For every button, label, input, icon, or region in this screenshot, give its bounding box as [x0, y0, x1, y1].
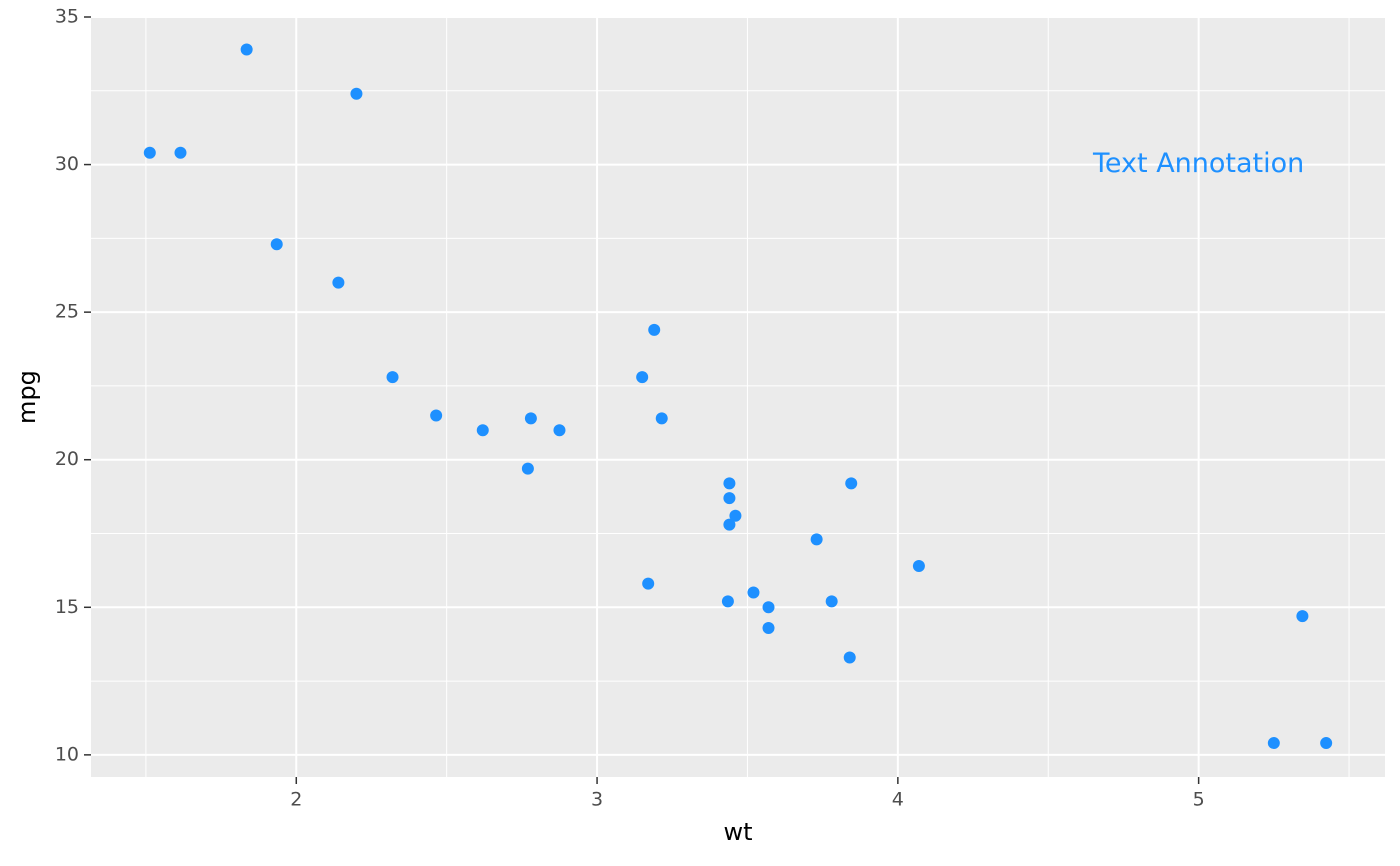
point — [524, 412, 537, 425]
x-tick-label: 2 — [290, 789, 302, 811]
point — [747, 586, 760, 599]
x-tick-label: 4 — [892, 789, 904, 811]
point — [430, 409, 443, 422]
point — [729, 509, 742, 522]
point — [270, 238, 283, 251]
point — [723, 518, 736, 531]
point — [762, 601, 775, 614]
y-tick-label: 20 — [55, 448, 79, 470]
point — [825, 595, 838, 608]
point — [721, 595, 734, 608]
point — [521, 462, 534, 475]
panel — [91, 17, 1385, 777]
point — [648, 323, 661, 336]
point — [476, 424, 489, 437]
point — [655, 412, 668, 425]
point — [762, 621, 775, 634]
point — [332, 276, 345, 289]
point — [845, 477, 858, 490]
y-tick-label: 30 — [55, 153, 79, 175]
point — [1320, 737, 1333, 750]
x-axis-title: wt — [723, 818, 752, 846]
point — [143, 146, 156, 159]
x-tick-label: 3 — [591, 789, 603, 811]
annotation: Text Annotation — [1092, 148, 1304, 179]
point — [810, 533, 823, 546]
x-tick-label: 5 — [1193, 789, 1205, 811]
point — [1267, 737, 1280, 750]
y-tick-label: 35 — [55, 6, 79, 28]
y-tick-label: 15 — [55, 596, 79, 618]
y-axis-title: mpg — [13, 370, 41, 424]
point — [723, 492, 736, 505]
point — [642, 577, 655, 590]
point — [912, 559, 925, 572]
y-tick-label: 10 — [55, 743, 79, 765]
point — [553, 424, 566, 437]
point — [723, 477, 736, 490]
point — [386, 371, 399, 384]
point — [350, 87, 363, 100]
y-tick-label: 25 — [55, 301, 79, 323]
point — [240, 43, 253, 56]
point — [174, 146, 187, 159]
point — [843, 651, 856, 664]
point — [1296, 610, 1309, 623]
point — [636, 371, 649, 384]
